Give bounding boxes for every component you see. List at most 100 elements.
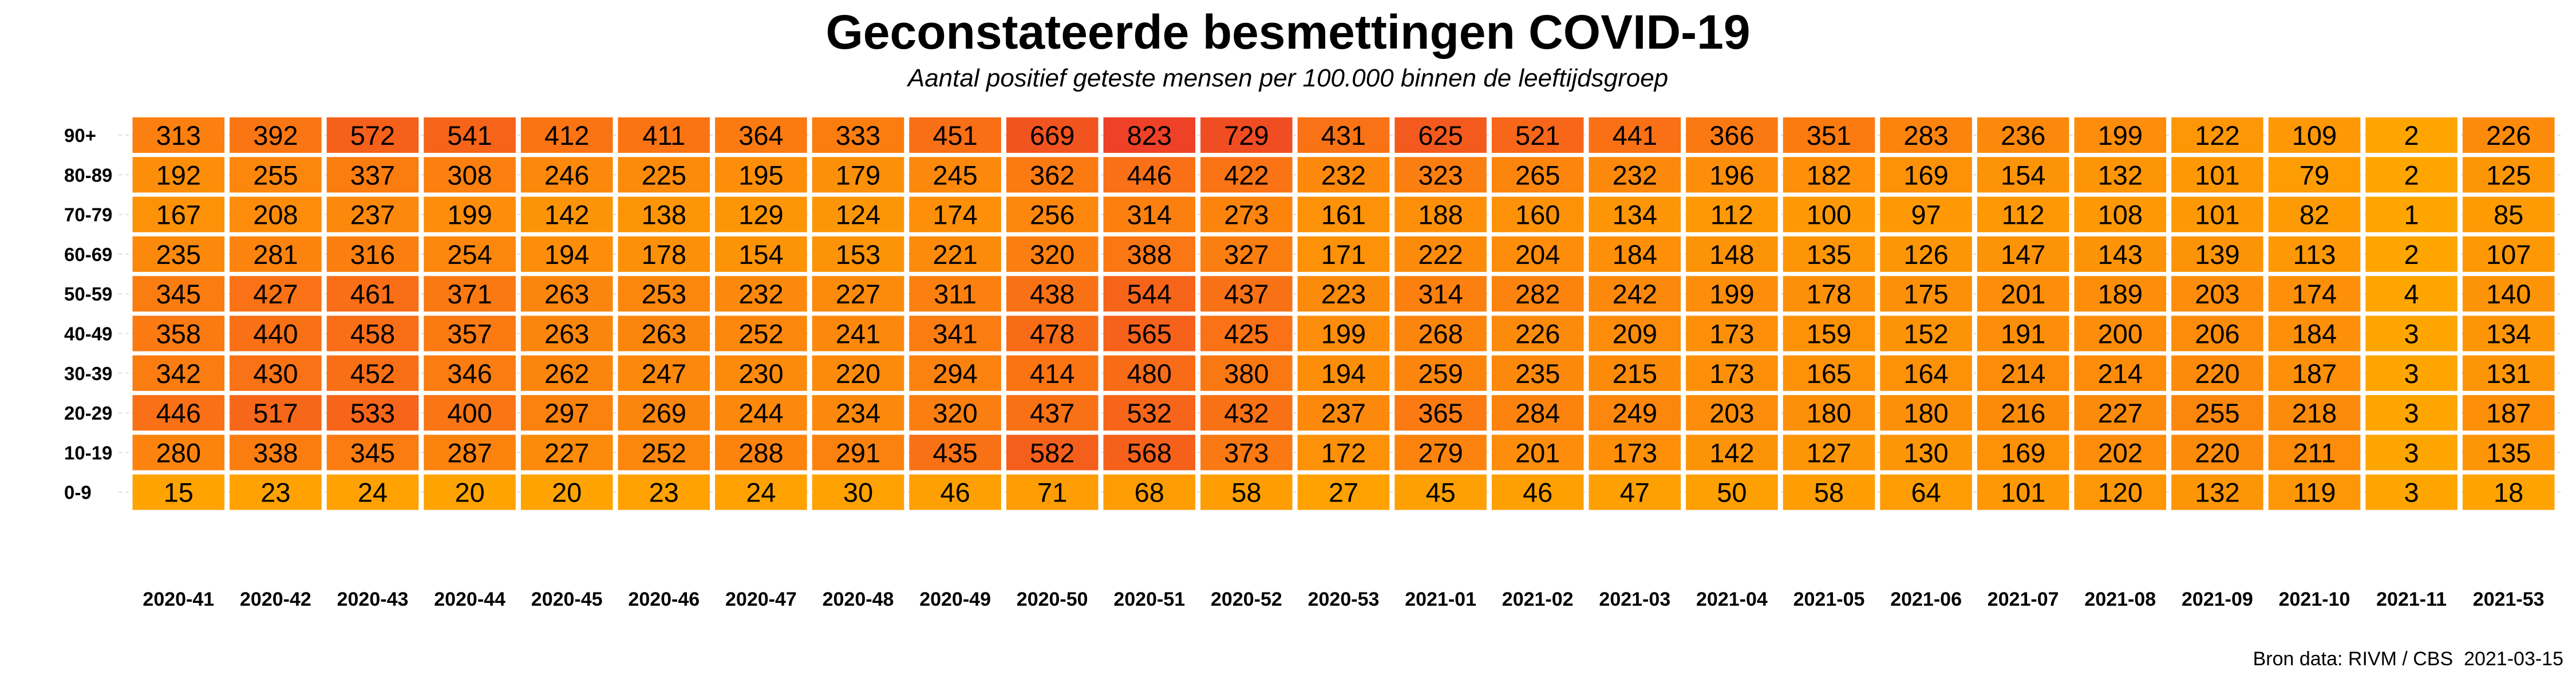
- heatmap-cell: [2365, 236, 2458, 272]
- cell-value-label: 153: [836, 239, 880, 270]
- heatmap-cell: [1783, 236, 1875, 272]
- heatmap-cell: [2268, 276, 2361, 312]
- heatmap-cell: [1880, 117, 1972, 153]
- cell-value-label: 441: [1613, 120, 1657, 151]
- cell-value-label: 159: [1807, 319, 1851, 349]
- heatmap-cell: [1200, 236, 1293, 272]
- heatmap-cell: [1686, 276, 1778, 312]
- chart-title: Geconstateerde besmettingen COVID-19: [825, 5, 1751, 59]
- heatmap-cell: [1006, 474, 1099, 510]
- heatmap-cell: [1686, 196, 1778, 232]
- cell-value-label: 147: [2001, 239, 2045, 270]
- heatmap-cell: [909, 315, 1001, 352]
- cell-value-label: 245: [933, 160, 977, 190]
- heatmap-cell: [909, 276, 1001, 312]
- heatmap-cell: [1200, 117, 1293, 153]
- cell-value-label: 216: [2001, 398, 2045, 428]
- cell-value-label: 175: [1903, 279, 1948, 309]
- heatmap-cell: [1491, 157, 1584, 193]
- heatmap-cell: [1491, 355, 1584, 391]
- cell-value-label: 174: [933, 200, 977, 230]
- heatmap-cell: [230, 395, 322, 431]
- heatmap-cell: [132, 157, 225, 193]
- cell-value-label: 164: [1903, 358, 1948, 389]
- cell-value-label: 235: [156, 239, 201, 270]
- heatmap-cell: [230, 196, 322, 232]
- cell-value-label: 430: [253, 358, 298, 389]
- cell-value-label: 333: [836, 120, 880, 151]
- cell-value-label: 23: [649, 477, 679, 508]
- cell-value-label: 129: [738, 200, 783, 230]
- cell-value-label: 316: [350, 239, 395, 270]
- cell-value-label: 314: [1418, 279, 1463, 309]
- cell-value-label: 134: [1613, 200, 1657, 230]
- heatmap-cell: [1977, 435, 2069, 471]
- heatmap-cell: [1103, 395, 1196, 431]
- heatmap-cell: [1491, 395, 1584, 431]
- cell-value-label: 236: [2001, 120, 2045, 151]
- heatmap-cell: [2462, 117, 2555, 153]
- heatmap-cell: [715, 474, 807, 510]
- heatmap-cell: [1297, 157, 1390, 193]
- cell-value-label: 127: [1807, 437, 1851, 468]
- cell-value-label: 139: [2195, 239, 2239, 270]
- heatmap-cell: [1686, 315, 1778, 352]
- cell-value-label: 124: [836, 200, 880, 230]
- heatmap-cell: [1977, 355, 2069, 391]
- cell-value-label: 268: [1418, 319, 1463, 349]
- cell-value-label: 411: [642, 120, 685, 151]
- heatmap-cell: [326, 315, 419, 352]
- cell-value-label: 241: [836, 319, 880, 349]
- heatmap-cell: [424, 474, 516, 510]
- heatmap-cell: [1297, 236, 1390, 272]
- cell-value-label: 345: [156, 279, 201, 309]
- cell-value-label: 435: [933, 437, 977, 468]
- cell-value-label: 180: [1903, 398, 1948, 428]
- cell-value-label: 323: [1418, 160, 1463, 190]
- heatmap-cell: [2462, 355, 2555, 391]
- cell-value-label: 58: [1814, 477, 1844, 508]
- cell-value-label: 400: [447, 398, 492, 428]
- row-label: 0-9: [64, 482, 92, 503]
- heatmap-cell: [230, 474, 322, 510]
- heatmap-cell: [2268, 117, 2361, 153]
- heatmap-cell: [812, 117, 904, 153]
- cell-value-label: 544: [1127, 279, 1172, 309]
- cell-value-label: 232: [1613, 160, 1657, 190]
- cell-value-label: 311: [934, 279, 977, 309]
- heatmap-cell: [715, 435, 807, 471]
- cell-value-label: 246: [544, 160, 589, 190]
- cell-value-label: 165: [1807, 358, 1851, 389]
- heatmap-cell: [1589, 355, 1681, 391]
- heatmap-cell: [132, 395, 225, 431]
- cell-value-label: 280: [156, 437, 201, 468]
- column-label: 2020-44: [434, 589, 505, 610]
- cell-value-label: 532: [1127, 398, 1172, 428]
- cell-value-label: 3: [2404, 477, 2419, 508]
- cell-value-label: 625: [1418, 120, 1463, 151]
- cell-value-label: 3: [2404, 358, 2419, 389]
- cell-value-label: 184: [2292, 319, 2337, 349]
- heatmap-cell: [2462, 435, 2555, 471]
- heatmap-cell: [2171, 236, 2263, 272]
- heatmap-cell: [2171, 117, 2263, 153]
- heatmap-cell: [1394, 157, 1487, 193]
- heatmap-cell: [1977, 236, 2069, 272]
- column-label: 2021-01: [1405, 589, 1476, 610]
- source-note: Bron data: RIVM / CBS 2021-03-15: [2253, 648, 2563, 670]
- cell-value-label: 178: [642, 239, 686, 270]
- cell-value-label: 451: [933, 120, 977, 151]
- heatmap-cell: [1686, 474, 1778, 510]
- cell-value-label: 200: [2098, 319, 2143, 349]
- cell-value-label: 247: [642, 358, 686, 389]
- heatmap-cell: [618, 276, 710, 312]
- heatmap-cell: [2268, 157, 2361, 193]
- heatmap-cell: [230, 157, 322, 193]
- cell-value-label: 371: [447, 279, 492, 309]
- heatmap-cell: [1491, 474, 1584, 510]
- cell-value-label: 152: [1903, 319, 1948, 349]
- cell-value-label: 71: [1037, 477, 1067, 508]
- cell-value-label: 134: [2486, 319, 2531, 349]
- heatmap-cell: [1200, 355, 1293, 391]
- cell-value-label: 18: [2494, 477, 2523, 508]
